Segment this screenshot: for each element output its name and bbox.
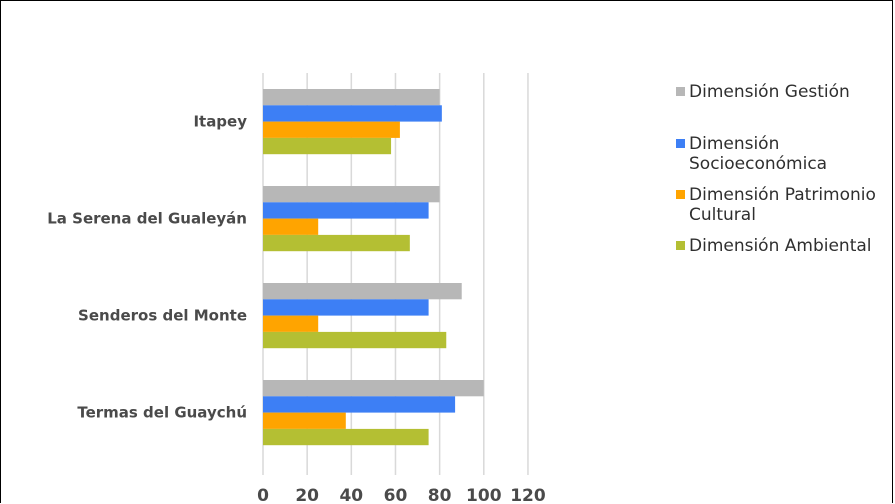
legend-label: Dimensión bbox=[689, 134, 779, 154]
legend-swatch bbox=[676, 241, 685, 250]
legend-label: Dimensión Ambiental bbox=[689, 236, 872, 256]
bars bbox=[263, 89, 484, 446]
legend-label: Dimensión Patrimonio bbox=[689, 185, 876, 205]
legend-item: Dimensión Ambiental bbox=[676, 236, 872, 256]
legend-swatch bbox=[676, 87, 685, 96]
x-tick-label: 40 bbox=[339, 486, 363, 504]
bar bbox=[263, 137, 392, 155]
bar bbox=[263, 380, 484, 397]
bar bbox=[263, 331, 447, 349]
bar bbox=[263, 299, 429, 316]
x-tick-label: 60 bbox=[384, 486, 408, 504]
legend-label: Cultural bbox=[689, 205, 756, 225]
bar bbox=[263, 315, 319, 332]
x-tick-label: 120 bbox=[510, 486, 546, 504]
category-label: Itapey bbox=[193, 113, 247, 131]
x-axis-tick-labels: 0 20 40 60 80 100 120 bbox=[257, 486, 546, 504]
x-tick-label: 20 bbox=[295, 486, 319, 504]
legend-item: Dimensión Gestión bbox=[676, 82, 850, 102]
category-label: Senderos del Monte bbox=[78, 307, 247, 325]
legend-label: Dimensión Gestión bbox=[689, 82, 850, 102]
bar bbox=[263, 428, 429, 446]
bar bbox=[263, 105, 442, 122]
legend: Dimensión Gestión DimensiónSocioeconómica… bbox=[676, 82, 876, 256]
bar bbox=[263, 234, 410, 252]
category-label: Termas del Guaychú bbox=[77, 404, 247, 422]
legend-swatch bbox=[676, 139, 685, 148]
legend-label: Socioeconómica bbox=[689, 154, 827, 174]
bar bbox=[263, 202, 429, 219]
bar bbox=[263, 121, 400, 138]
bar bbox=[263, 89, 440, 106]
x-tick-label: 100 bbox=[466, 486, 502, 504]
x-tick-label: 0 bbox=[257, 486, 269, 504]
bar bbox=[263, 186, 440, 203]
bar bbox=[263, 283, 462, 300]
category-label: La Serena del Gualeyán bbox=[47, 210, 247, 228]
bar bbox=[263, 396, 456, 413]
legend-swatch bbox=[676, 190, 685, 199]
bar bbox=[263, 218, 319, 235]
category-labels: Itapey La Serena del Gualeyán Senderos del… bbox=[47, 113, 247, 422]
x-tick-label: 80 bbox=[428, 486, 452, 504]
bar bbox=[263, 412, 346, 429]
